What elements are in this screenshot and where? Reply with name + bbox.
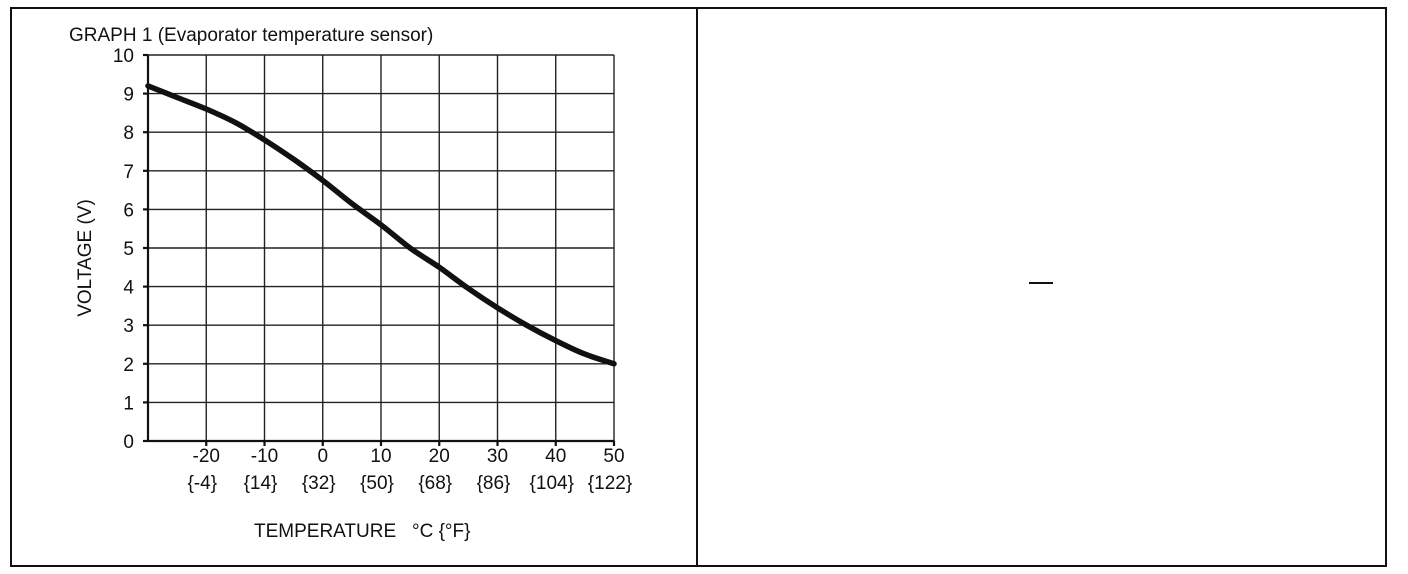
x-tick-label-fahrenheit: {104}: [530, 473, 574, 494]
axes: [143, 53, 616, 446]
y-tick-label: 6: [123, 200, 134, 221]
y-axis-label: VOLTAGE (V): [75, 199, 96, 317]
chart-title: GRAPH 1 (Evaporator temperature sensor): [69, 25, 433, 46]
series: [145, 83, 617, 367]
x-tick-labels-fahrenheit: {-4} {14} {32} {50} {68} {86} {104} {122}: [187, 473, 632, 494]
x-tick-label: -10: [251, 446, 278, 467]
y-tick-label: 1: [123, 393, 134, 414]
y-tick-label: 3: [123, 316, 134, 337]
x-tick-label: 50: [603, 446, 624, 467]
grid: [148, 54, 615, 442]
y-tick-label: 10: [113, 46, 134, 67]
x-tick-label-fahrenheit: {86}: [477, 473, 511, 494]
voltage-curve: [145, 83, 617, 367]
right-panel-dash: [1029, 282, 1053, 284]
y-tick-label: 7: [123, 162, 134, 183]
x-tick-label-fahrenheit: {122}: [588, 473, 632, 494]
x-tick-label: 0: [317, 446, 328, 467]
y-tick-label: 0: [123, 432, 134, 453]
x-tick-label: 30: [487, 446, 508, 467]
y-tick-label: 2: [123, 355, 134, 376]
x-tick-labels: -20 -10 0 10 20 30 40 50: [193, 446, 625, 467]
y-tick-labels: 0 1 2 3 4 5 6 7 8 9 10: [113, 46, 135, 453]
x-tick-label: 10: [370, 446, 391, 467]
x-axis-label: TEMPERATURE °C {°F}: [254, 521, 471, 542]
x-tick-label-fahrenheit: {14}: [244, 473, 278, 494]
y-tick-label: 4: [123, 278, 134, 299]
figure-frame: [10, 7, 1387, 567]
x-tick-label: -20: [193, 446, 220, 467]
y-tick-label: 8: [123, 123, 134, 144]
panel-divider: [696, 7, 698, 567]
x-tick-label-fahrenheit: {-4}: [187, 473, 217, 494]
x-tick-label-fahrenheit: {68}: [418, 473, 452, 494]
x-tick-label-fahrenheit: {50}: [360, 473, 394, 494]
x-tick-label-fahrenheit: {32}: [302, 473, 336, 494]
y-tick-label: 5: [123, 239, 134, 260]
x-tick-label: 40: [545, 446, 566, 467]
x-tick-label: 20: [429, 446, 450, 467]
y-tick-label: 9: [123, 85, 134, 106]
